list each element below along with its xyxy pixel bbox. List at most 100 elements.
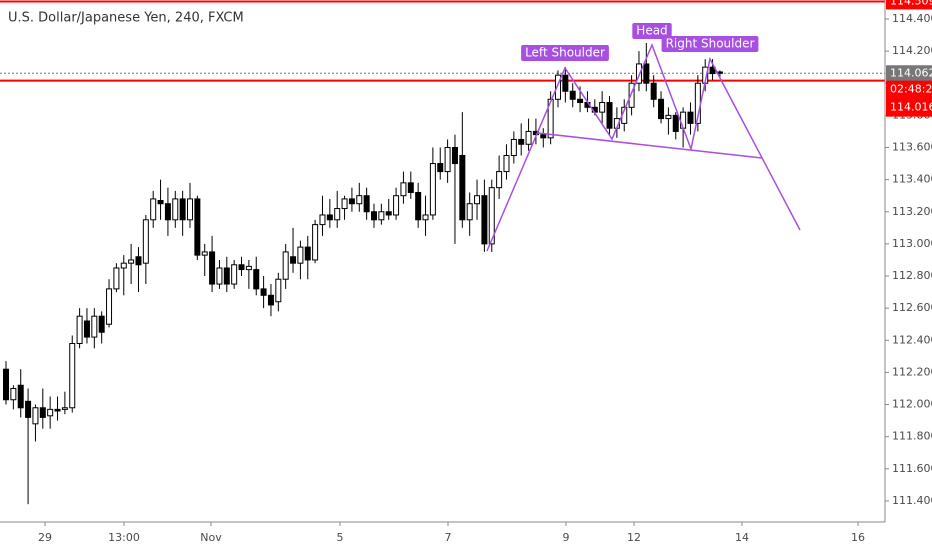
candle-body: [547, 98, 554, 139]
price-label-box: [886, 0, 932, 10]
candle-body: [17, 384, 24, 409]
pattern-lines: [486, 42, 801, 252]
y-tick-label: 111.600: [892, 462, 932, 475]
candle-body: [481, 195, 488, 245]
candle-body: [577, 98, 584, 104]
price-label: 114.016: [890, 101, 932, 114]
candle-body: [407, 182, 414, 193]
annotation-box: [521, 45, 609, 61]
candle-body: [400, 182, 407, 197]
y-tick-label: 111.800: [892, 430, 932, 443]
candle-body: [275, 278, 282, 303]
annotation-box: [632, 23, 672, 39]
candle-body: [164, 203, 171, 221]
candle-body: [187, 198, 193, 221]
x-tick-label: Nov: [200, 531, 222, 544]
candle-body: [429, 163, 436, 216]
y-tick-label: 111.400: [892, 494, 932, 507]
price-label-box: [886, 65, 932, 82]
candle-body: [319, 214, 326, 226]
candle-body: [385, 211, 392, 216]
candle-body: [437, 163, 444, 173]
candle-body: [120, 262, 127, 269]
candle-body: [194, 198, 201, 256]
candle-body: [260, 288, 267, 296]
candle-body: [643, 63, 650, 84]
y-tick-label: 112.800: [892, 269, 932, 282]
candle-body: [525, 130, 532, 145]
candle-body: [267, 294, 274, 306]
candle-body: [282, 251, 289, 280]
candle-body: [157, 200, 164, 205]
candle-body: [172, 198, 179, 221]
candle-body: [334, 208, 341, 221]
x-tick-label: 12: [627, 531, 641, 544]
x-tick-label: 7: [445, 531, 452, 544]
candle-body: [312, 224, 319, 261]
candle-body: [496, 171, 503, 189]
candle-body: [25, 400, 32, 418]
candle-body: [658, 98, 665, 120]
candle-body: [98, 315, 105, 333]
candle-body: [606, 102, 613, 129]
candle-body: [128, 259, 135, 264]
candle-body: [562, 74, 569, 92]
candle-body: [415, 191, 422, 221]
x-tick-label: 5: [337, 531, 344, 544]
candle-body: [650, 82, 657, 100]
candle-body: [341, 198, 348, 210]
candle-body: [231, 264, 238, 285]
y-tick-label: 112.200: [892, 365, 932, 378]
candle-body: [444, 146, 451, 173]
candle-body: [488, 187, 495, 245]
candle-body: [510, 138, 517, 157]
candle-body: [680, 111, 687, 129]
candle-body: [709, 66, 716, 75]
candle-body: [216, 267, 223, 285]
candle-body: [83, 320, 90, 338]
candle-body: [569, 90, 576, 100]
y-tick-label: 113.600: [892, 140, 932, 153]
candle-body: [474, 195, 481, 205]
annotation-label: Right Shoulder: [666, 37, 755, 51]
candle-body: [135, 256, 142, 266]
candle-body: [10, 387, 17, 401]
candle-body: [238, 264, 245, 271]
price-label: 114.062: [890, 66, 932, 79]
candle-body: [106, 288, 113, 325]
candle-body: [363, 195, 370, 213]
candle-body: [518, 138, 525, 145]
candle-body: [91, 315, 98, 338]
candle-body: [466, 203, 473, 221]
y-tick-label: 112.400: [892, 333, 932, 346]
candle-body: [371, 211, 377, 221]
chart-title: U.S. Dollar/Japanese Yen, 240, FXCM: [8, 11, 244, 26]
price-label: 114.509: [890, 0, 932, 7]
x-tick-label: 29: [38, 531, 52, 544]
candle-body: [223, 267, 230, 285]
annotation-box: [661, 36, 759, 52]
candle-body: [142, 219, 149, 264]
candle-body: [179, 198, 186, 221]
candle-body: [540, 134, 547, 139]
candle-body: [3, 368, 9, 401]
candle-body: [599, 102, 606, 113]
annotation-label: Head: [636, 24, 667, 38]
candle-body: [209, 251, 216, 285]
candle-body: [555, 74, 561, 100]
y-tick-label: 114.200: [892, 44, 932, 57]
candle-body: [459, 155, 466, 221]
candle-body: [687, 111, 694, 124]
y-tick-label: 114.400: [892, 12, 932, 25]
candle-body: [326, 214, 333, 221]
candle-body: [201, 251, 208, 256]
x-tick-label: 13:00: [108, 531, 140, 544]
candle-body: [304, 246, 311, 261]
candles: [3, 43, 723, 505]
y-tick-label: 113.400: [892, 173, 932, 186]
candle-body: [39, 407, 46, 418]
candle-body: [378, 211, 385, 221]
candle-body: [32, 407, 39, 425]
candle-body: [672, 114, 679, 132]
